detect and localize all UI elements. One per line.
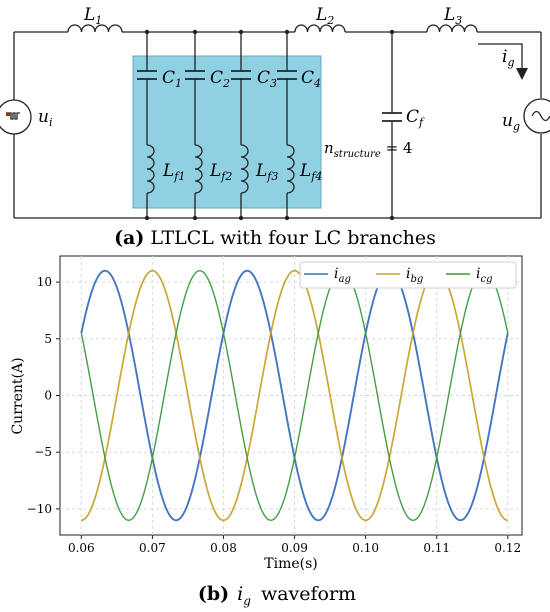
x-tick-label: 0.10 [352, 541, 379, 555]
label-lf3: Lf3 [255, 161, 278, 183]
y-axis-label: Current(A) [10, 357, 26, 434]
x-tick-label: 0.08 [210, 541, 237, 555]
capacitor-c4 [277, 70, 297, 80]
capacitor-c2 [185, 70, 205, 80]
label-cf: Cf [406, 107, 425, 129]
current-waveform-chart: 0.06 0.07 0.08 0.09 0.10 0.11 0.12 10 5 0 −5 −10 ia… [10, 255, 523, 572]
node-top-cf [389, 29, 395, 35]
node-top-1 [144, 29, 150, 35]
inductor-l2 [294, 24, 346, 33]
label-l2: L2 [315, 5, 334, 27]
label-lf1: Lf1 [162, 161, 185, 183]
axis-ticks: 0.06 0.07 0.08 0.09 0.10 0.11 0.12 10 5 0 −5 −10 [27, 275, 521, 555]
y-tick-label: 5 [44, 332, 52, 346]
ig-arrow-line [478, 43, 523, 68]
legend: iag ibg icg [299, 261, 517, 289]
pwm-icon [6, 112, 20, 120]
label-ui: ui [38, 107, 52, 129]
inductor-l1 [67, 24, 123, 33]
label-lf2: Lf2 [209, 161, 232, 183]
ig-arrow-head [516, 68, 528, 80]
inductor-lf4 [286, 144, 295, 194]
x-tick-label: 0.06 [68, 541, 95, 555]
node-top-2 [192, 29, 198, 35]
label-c4: C4 [301, 68, 321, 90]
label-c2: C2 [210, 68, 230, 90]
lc-branches [137, 29, 395, 221]
inductor-lf1 [146, 144, 155, 194]
node-bottom-cf [389, 215, 395, 221]
legend-label-ibg: ibg [406, 266, 423, 285]
y-tick-label: 10 [37, 275, 52, 289]
circuit-diagram: L1 L2 L3 C1 C2 C3 C4 Lf1 Lf2 Lf3 Lf4 Cf … [0, 5, 550, 221]
node-bottom-1 [144, 215, 150, 221]
caption-b: (b) ig waveform [198, 583, 356, 608]
x-tick-label: 0.12 [494, 541, 521, 555]
label-c3: C3 [257, 68, 277, 90]
label-l1: L1 [83, 5, 102, 27]
node-bottom-3 [238, 215, 244, 221]
ac-sine-icon [531, 110, 550, 122]
x-tick-label: 0.09 [281, 541, 308, 555]
inductor-lf3 [240, 144, 249, 194]
node-bottom-2 [192, 215, 198, 221]
series-line-icg [80, 270, 509, 521]
y-tick-label: −5 [34, 445, 52, 459]
legend-label-icg: icg [476, 266, 493, 285]
node-top-3 [238, 29, 244, 35]
label-ug: ug [502, 111, 520, 133]
node-bottom-4 [284, 215, 290, 221]
legend-box [299, 261, 517, 289]
label-l3: L3 [443, 5, 462, 27]
label-l1-sub: 1 [95, 14, 102, 27]
x-tick-label: 0.11 [423, 541, 450, 555]
grid [60, 256, 522, 535]
x-tick-label: 0.07 [139, 541, 166, 555]
inductor-l3 [426, 24, 478, 33]
caption-a: (a) LTLCL with four LC branches [114, 227, 436, 249]
source-ug-symbol [523, 98, 550, 134]
label-ig: ig [502, 47, 514, 69]
lc-branches-highlight [132, 55, 322, 209]
label-l3-sub: 3 [455, 14, 462, 27]
node-top-4 [284, 29, 290, 35]
inductor-lf2 [194, 144, 203, 194]
label-l2-sub: 2 [326, 14, 334, 27]
capacitor-cf [382, 112, 402, 122]
legend-label-iag: iag [334, 266, 351, 285]
y-tick-label: −10 [27, 502, 52, 516]
label-c1: C1 [162, 68, 182, 90]
x-axis-label: Time(s) [264, 556, 317, 572]
capacitor-c3 [231, 70, 251, 80]
y-tick-label: 0 [44, 389, 52, 403]
label-n-structure: nstructure = 4 [324, 139, 412, 160]
capacitor-c1 [137, 70, 157, 80]
label-lf4: Lf4 [299, 161, 322, 183]
